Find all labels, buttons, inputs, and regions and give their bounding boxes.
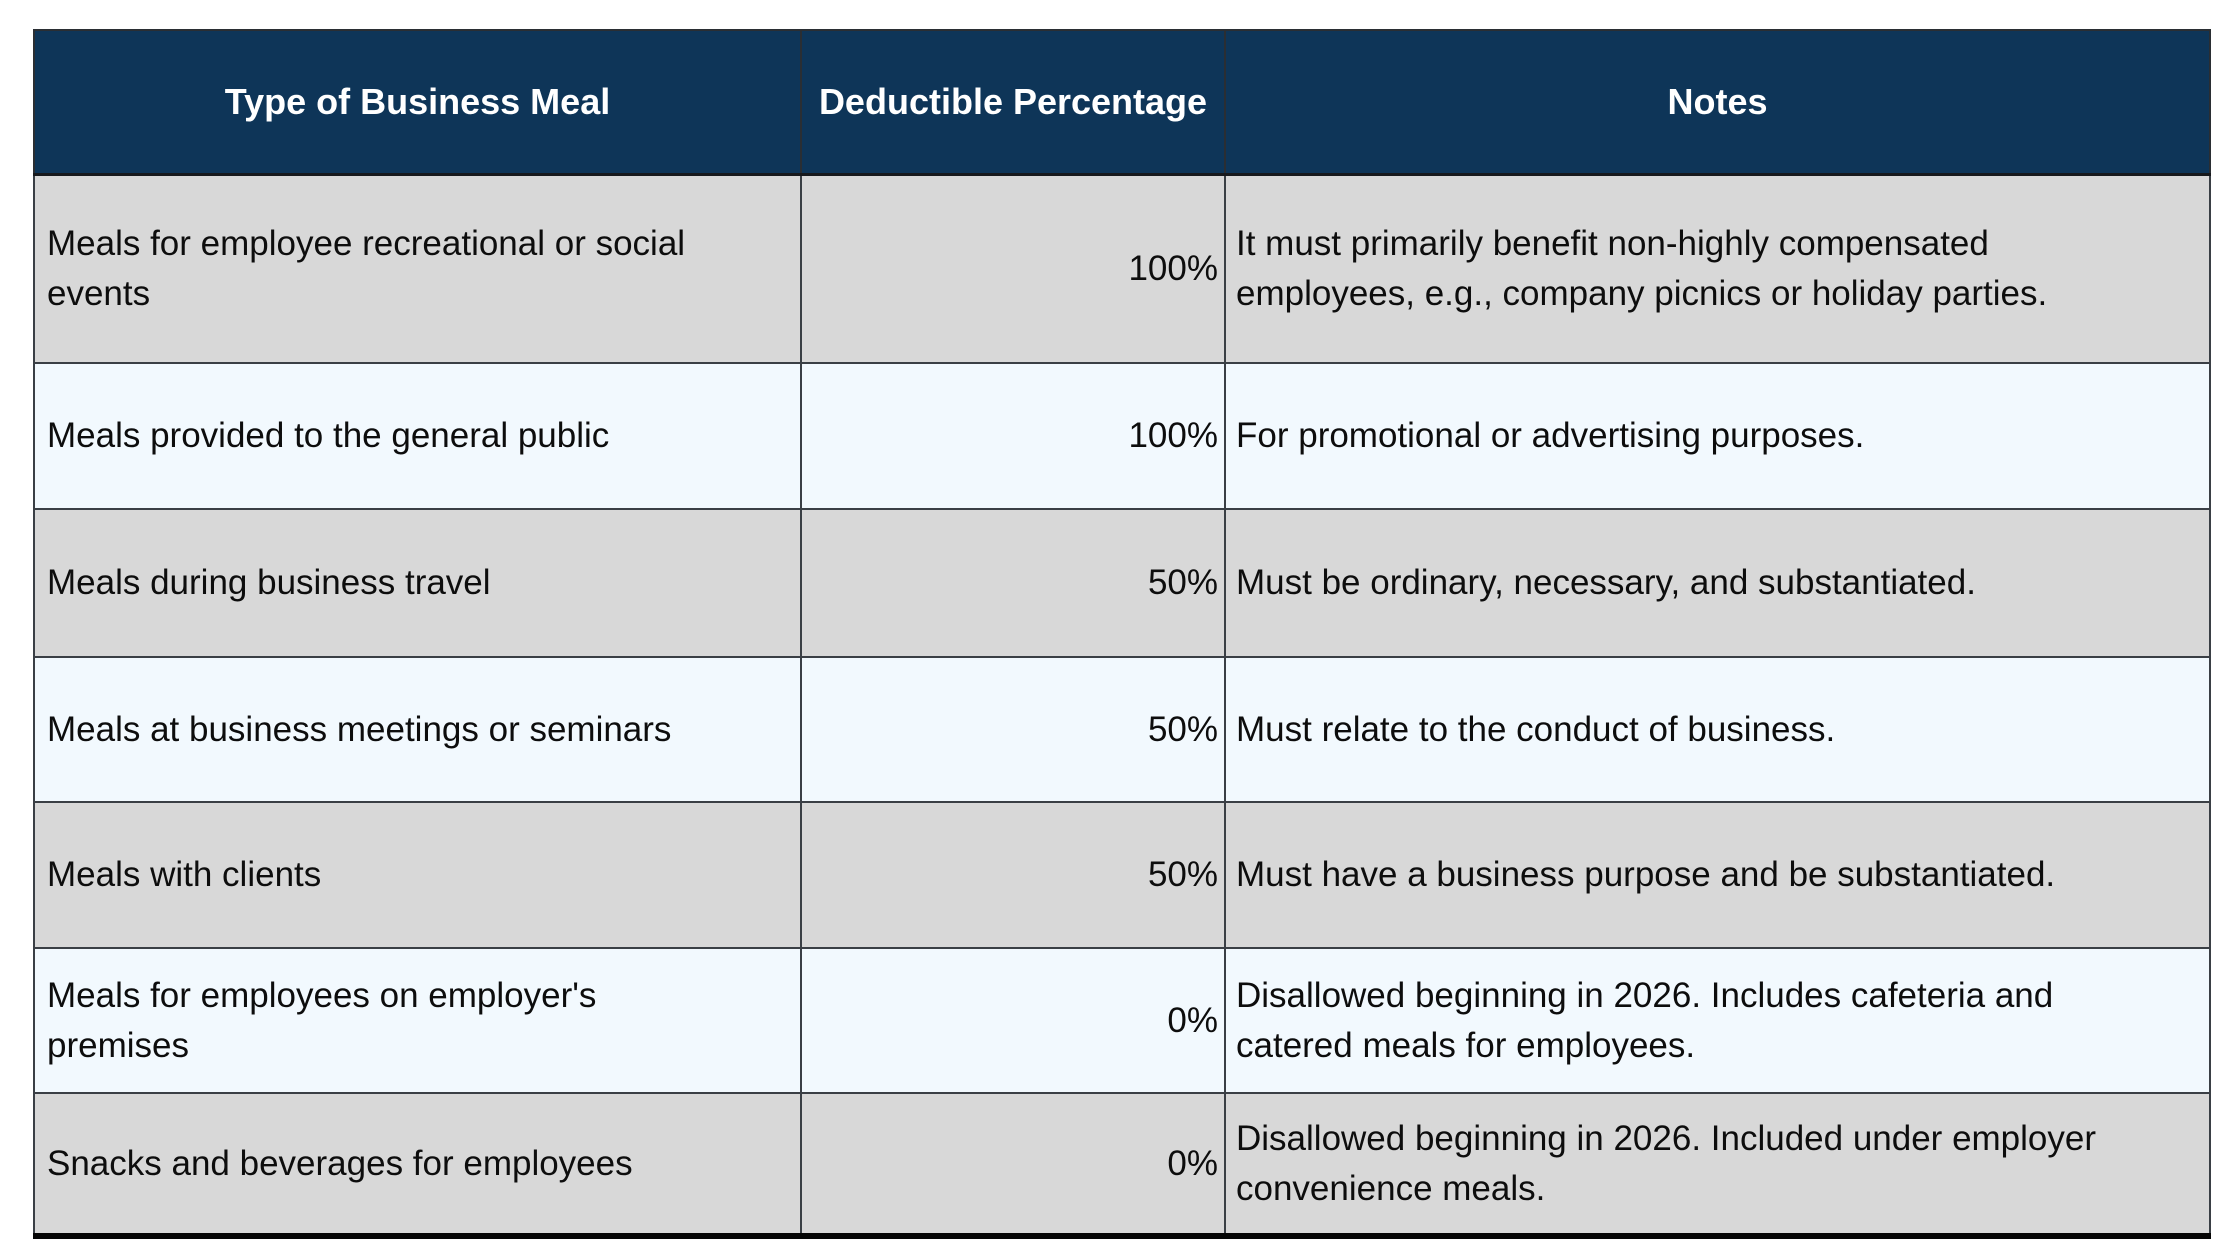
meal-type-cell: Meals at business meetings or seminars [33,656,802,803]
meal-type-cell: Meals with clients [33,801,802,949]
deductible-percentage-cell: 0% [800,1092,1226,1237]
table-row: Meals during business travel 50% Must be… [33,508,2211,658]
meal-type-cell: Meals for employee recreational or socia… [33,173,802,364]
table-row: Meals provided to the general public 100… [33,362,2211,510]
deductible-percentage-cell: 100% [800,362,1226,510]
header-row: Type of Business Meal Deductible Percent… [33,29,2211,176]
deductible-percentage-cell: 50% [800,508,1226,658]
deductible-percentage-cell: 100% [800,173,1226,364]
column-header-meal-type: Type of Business Meal [33,29,802,176]
notes-cell: Must have a business purpose and be subs… [1224,801,2211,949]
deductible-percentage-cell: 0% [800,947,1226,1094]
meal-type-cell: Meals during business travel [33,508,802,658]
meal-deduction-table: Type of Business Meal Deductible Percent… [33,29,2211,1239]
notes-cell: Disallowed beginning in 2026. Includes c… [1224,947,2211,1094]
table-row: Meals with clients 50% Must have a busin… [33,801,2211,949]
meal-type-cell: Meals for employees on employer's premis… [33,947,802,1094]
table-body: Meals for employee recreational or socia… [33,173,2211,1237]
column-header-deductible-percentage: Deductible Percentage [800,29,1226,176]
table-row: Meals for employees on employer's premis… [33,947,2211,1094]
column-header-notes: Notes [1224,29,2211,176]
deductible-percentage-cell: 50% [800,801,1226,949]
notes-cell: Must be ordinary, necessary, and substan… [1224,508,2211,658]
table-row: Meals for employee recreational or socia… [33,173,2211,364]
notes-cell: Disallowed beginning in 2026. Included u… [1224,1092,2211,1237]
notes-cell: Must relate to the conduct of business. [1224,656,2211,803]
table-row: Meals at business meetings or seminars 5… [33,656,2211,803]
notes-cell: It must primarily benefit non-highly com… [1224,173,2211,364]
table-header: Type of Business Meal Deductible Percent… [33,29,2211,176]
table-row: Snacks and beverages for employees 0% Di… [33,1092,2211,1237]
notes-cell: For promotional or advertising purposes. [1224,362,2211,510]
deductible-percentage-cell: 50% [800,656,1226,803]
meal-type-cell: Meals provided to the general public [33,362,802,510]
meal-type-cell: Snacks and beverages for employees [33,1092,802,1237]
